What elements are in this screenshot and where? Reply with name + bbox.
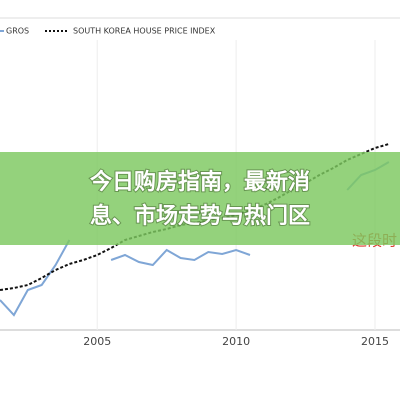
x-tick-label: 2005 bbox=[83, 335, 111, 348]
legend-label: SOUTH KOREA HOUSE PRICE INDEX bbox=[73, 27, 216, 36]
legend: GROS SOUTH KOREA HOUSE PRICE INDEX bbox=[0, 27, 216, 36]
banner bbox=[0, 152, 400, 245]
x-tick-label: 2015 bbox=[361, 335, 389, 348]
legend-label: GROS bbox=[6, 27, 29, 36]
banner-line: 今日购房指南，最新消 bbox=[90, 169, 310, 195]
x-tick-label: 2010 bbox=[222, 335, 250, 348]
banner-line: 息、市场走势与热门区 bbox=[90, 203, 310, 229]
